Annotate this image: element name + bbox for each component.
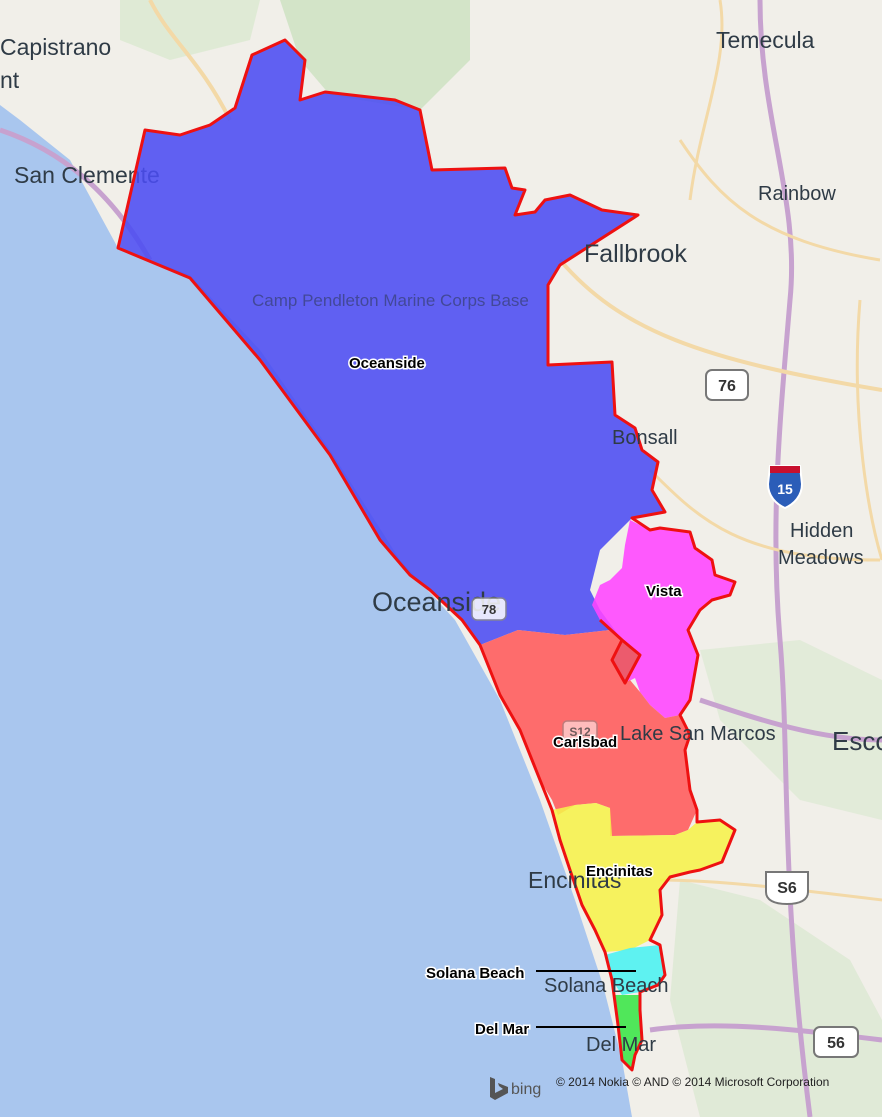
route-shield-s6: S6 bbox=[765, 871, 809, 906]
svg-text:15: 15 bbox=[777, 481, 793, 497]
place-label-rainbow: Rainbow bbox=[758, 183, 836, 205]
place-label-bonsall: Bonsall bbox=[612, 427, 678, 449]
green-hills bbox=[120, 0, 260, 60]
svg-text:56: 56 bbox=[827, 1035, 845, 1052]
region-label-solana-beach: Solana Beach bbox=[426, 965, 524, 982]
route-shield-i15: 15 bbox=[766, 465, 804, 510]
place-label-del-mar-city: Del Mar bbox=[586, 1034, 656, 1056]
place-label-capistrano: Capistrano bbox=[0, 34, 111, 60]
place-label-lake-san-marcos: Lake San Marcos bbox=[620, 723, 776, 745]
region-label-vista: Vista bbox=[646, 583, 682, 600]
route-shield-s12: S12 bbox=[562, 720, 598, 742]
region-oceanside[interactable] bbox=[118, 40, 665, 683]
region-label-encinitas: Encinitas bbox=[586, 863, 653, 880]
place-label-encinitas-city: Encinitas bbox=[528, 867, 621, 893]
place-label-temecula: Temecula bbox=[716, 27, 815, 53]
svg-text:S12: S12 bbox=[569, 725, 591, 739]
region-vista[interactable] bbox=[592, 520, 735, 718]
svg-text:S6: S6 bbox=[777, 880, 797, 897]
svg-text:76: 76 bbox=[718, 378, 736, 395]
place-label-meadows: Meadows bbox=[778, 547, 864, 569]
bing-wordmark: bing bbox=[511, 1081, 541, 1098]
city-boundaries bbox=[116, 38, 737, 1072]
region-label-del-mar: Del Mar bbox=[475, 1021, 529, 1038]
place-label-camp-pendleton: Camp Pendleton Marine Corps Base bbox=[252, 291, 529, 310]
route-shield-76: 76 bbox=[705, 369, 749, 401]
place-label-esco: Esco bbox=[832, 726, 882, 756]
place-label-fallbrook: Fallbrook bbox=[584, 240, 687, 268]
region-label-carlsbad: Carlsbad bbox=[553, 734, 617, 751]
svg-text:78: 78 bbox=[482, 602, 496, 617]
region-label-oceanside: Oceanside bbox=[349, 355, 425, 372]
route-shield-78: 78 bbox=[471, 597, 507, 621]
bing-b-icon bbox=[490, 1077, 508, 1100]
map-attribution: © 2014 Nokia © AND © 2014 Microsoft Corp… bbox=[556, 1075, 829, 1089]
route-shield-56: 56 bbox=[813, 1026, 859, 1058]
bing-logo[interactable]: bing bbox=[490, 1077, 541, 1100]
place-label-solana-beach-city: Solana Beach bbox=[544, 975, 669, 997]
place-label-capistrano-suffix: nt bbox=[0, 67, 20, 93]
green-hills bbox=[280, 0, 470, 110]
region-encinitas[interactable] bbox=[552, 803, 735, 952]
place-label-hidden: Hidden bbox=[790, 520, 853, 542]
